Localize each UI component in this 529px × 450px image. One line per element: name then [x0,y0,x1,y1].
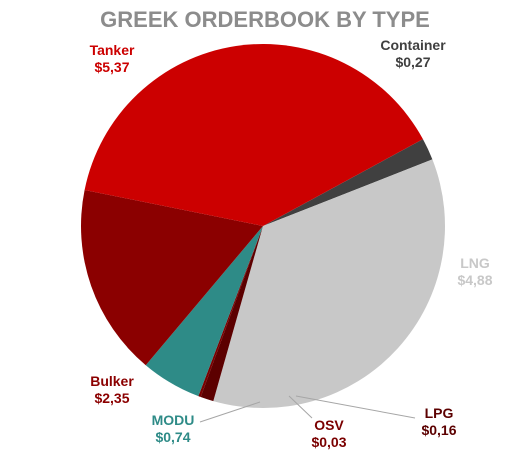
chart-title: GREEK ORDERBOOK BY TYPE [100,7,430,32]
slice-category-bulker: Bulker [90,373,134,389]
slice-value-lng: $4,88 [457,272,492,288]
slice-label-container: Container $0,27 [380,37,446,70]
slice-category-lpg: LPG [425,405,454,421]
slice-label-tanker: Tanker $5,37 [90,42,135,75]
slice-labels: Container $0,27 LNG $4,88 LPG $0,16 OSV $0,03 MO… [90,37,493,450]
leader-lines [199,395,416,423]
slice-category-tanker: Tanker [90,42,135,58]
pie-slice-bulker [80,189,263,366]
pie-slice-container [263,139,433,226]
slice-value-bulker: $2,35 [94,390,129,406]
slice-value-lpg: $0,16 [421,422,456,438]
pie-slice-tanker [84,43,423,226]
slice-label-lpg: LPG $0,16 [421,405,456,438]
pie-slice-lpg [200,226,263,402]
leader-line-osv [288,395,313,419]
slice-value-container: $0,27 [395,54,430,70]
slice-label-modu: MODU $0,74 [152,412,195,445]
pie-slice-modu [145,226,263,397]
pie-slices [80,43,445,409]
slice-value-osv: $0,03 [311,434,346,450]
slice-category-lng: LNG [460,255,490,271]
slice-label-lng: LNG $4,88 [457,255,492,288]
pie-slice-lng [213,159,445,409]
slice-category-osv: OSV [314,417,344,433]
pie-slice-osv [198,226,263,398]
leader-line-lpg [295,395,416,419]
slice-category-modu: MODU [152,412,195,428]
slice-value-modu: $0,74 [155,429,190,445]
slice-label-osv: OSV $0,03 [311,417,346,450]
leader-line-modu [199,401,261,423]
slice-category-container: Container [380,37,446,53]
slice-label-bulker: Bulker $2,35 [90,373,134,406]
slice-value-tanker: $5,37 [94,59,129,75]
